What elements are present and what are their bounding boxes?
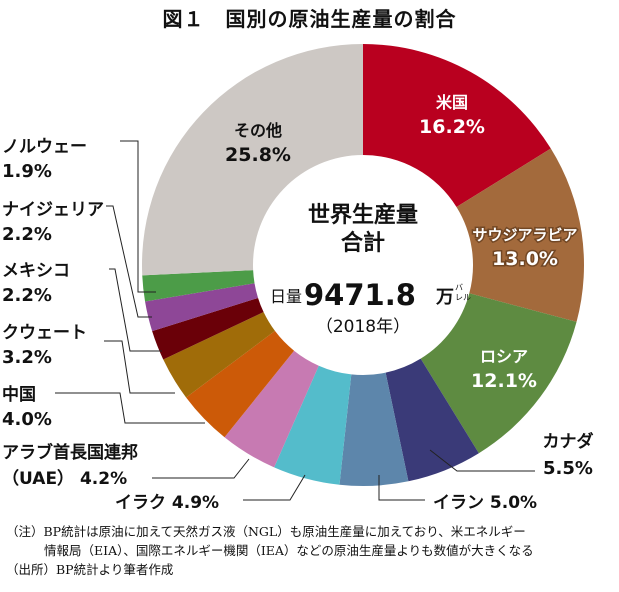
leader-line-10: [106, 205, 152, 318]
slice-label-5: イラク 4.9%: [115, 493, 219, 513]
slice-11: [142, 270, 255, 302]
slice-2: [420, 293, 577, 454]
slice-value-10: 2.2%: [2, 224, 52, 245]
slice-value-11: 1.9%: [2, 161, 52, 182]
slice-10: [145, 283, 259, 332]
slice-name-10: ナイジェリア: [2, 200, 104, 220]
slice-label-4: イラン 5.0%: [433, 493, 537, 513]
leader-line-9: [109, 268, 162, 352]
slice-6: [224, 350, 319, 468]
slice-4: [339, 372, 409, 486]
slice-name-7: 中国: [2, 384, 36, 405]
leader-line-5: [243, 474, 306, 501]
center-unit-small-top: バ: [455, 283, 463, 292]
slice-name-1: サウジアラビア: [472, 226, 577, 244]
center-prefix: 日量: [270, 287, 302, 306]
leader-line-11: [120, 140, 156, 293]
center-title-line2: 合計: [341, 230, 385, 256]
slice-value-6: （UAE） 4.2%: [2, 468, 127, 489]
slice-value-7: 4.0%: [2, 409, 52, 430]
center-unit-small-bottom: レル: [455, 293, 471, 302]
leader-line-3: [429, 449, 535, 472]
slice-name-8: クウェート: [2, 323, 87, 343]
slice-name-11: ノルウェー: [2, 137, 87, 157]
slice-9: [152, 297, 264, 360]
slice-name-0: 米国: [436, 93, 468, 112]
donut-chart: 米国 16.2% サウジアラビア 13.0% ロシア 12.1% その他 25.8% カナダ 5.…: [2, 44, 594, 513]
slice-name-3: カナダ: [543, 431, 594, 452]
center-title-line1: 世界生産量: [308, 202, 418, 228]
slice-12: [141, 44, 363, 276]
leader-line-4: [378, 475, 425, 501]
slice-value-1: 13.0%: [492, 248, 558, 270]
slice-8: [163, 312, 275, 398]
slice-name-6: アラブ首長国連邦: [2, 442, 138, 463]
slice-name-2: ロシア: [480, 347, 528, 366]
center-total-value: 9471.8: [304, 278, 416, 312]
slice-name-12: その他: [234, 121, 282, 140]
slice-5: [274, 365, 352, 485]
leader-line-8: [104, 340, 175, 394]
footnotes: （注）BP統計は原油に加えて天然ガス液（NGL）も原油生産量に加えており、米エネ…: [6, 522, 618, 579]
chart-title: 図１ 国別の原油生産量の割合: [162, 7, 457, 31]
slice-name-9: メキシコ: [2, 261, 70, 281]
slice-3: [385, 358, 479, 482]
slice-7: [186, 330, 295, 438]
slice-value-8: 3.2%: [2, 347, 52, 368]
note-line-2: 情報局（EIA）、国際エネルギー機関（IEA）などの原油生産量よりも数値が大きく…: [44, 543, 534, 558]
slice-0: [363, 44, 551, 208]
center-unit: 万: [435, 287, 454, 308]
source-line: （出所）BP統計より筆者作成: [6, 562, 174, 577]
slice-value-2: 12.1%: [471, 370, 537, 392]
slice-value-9: 2.2%: [2, 285, 52, 306]
leader-line-7: [55, 392, 205, 424]
slice-1: [456, 148, 584, 322]
slice-value-3: 5.5%: [543, 458, 593, 479]
note-line-1: （注）BP統計は原油に加えて天然ガス液（NGL）も原油生産量に加えており、米エネ…: [6, 524, 526, 539]
slice-value-12: 25.8%: [225, 144, 291, 166]
center-year: （2018年）: [316, 317, 410, 337]
slice-value-0: 16.2%: [419, 116, 485, 138]
leader-line-6: [152, 458, 250, 479]
